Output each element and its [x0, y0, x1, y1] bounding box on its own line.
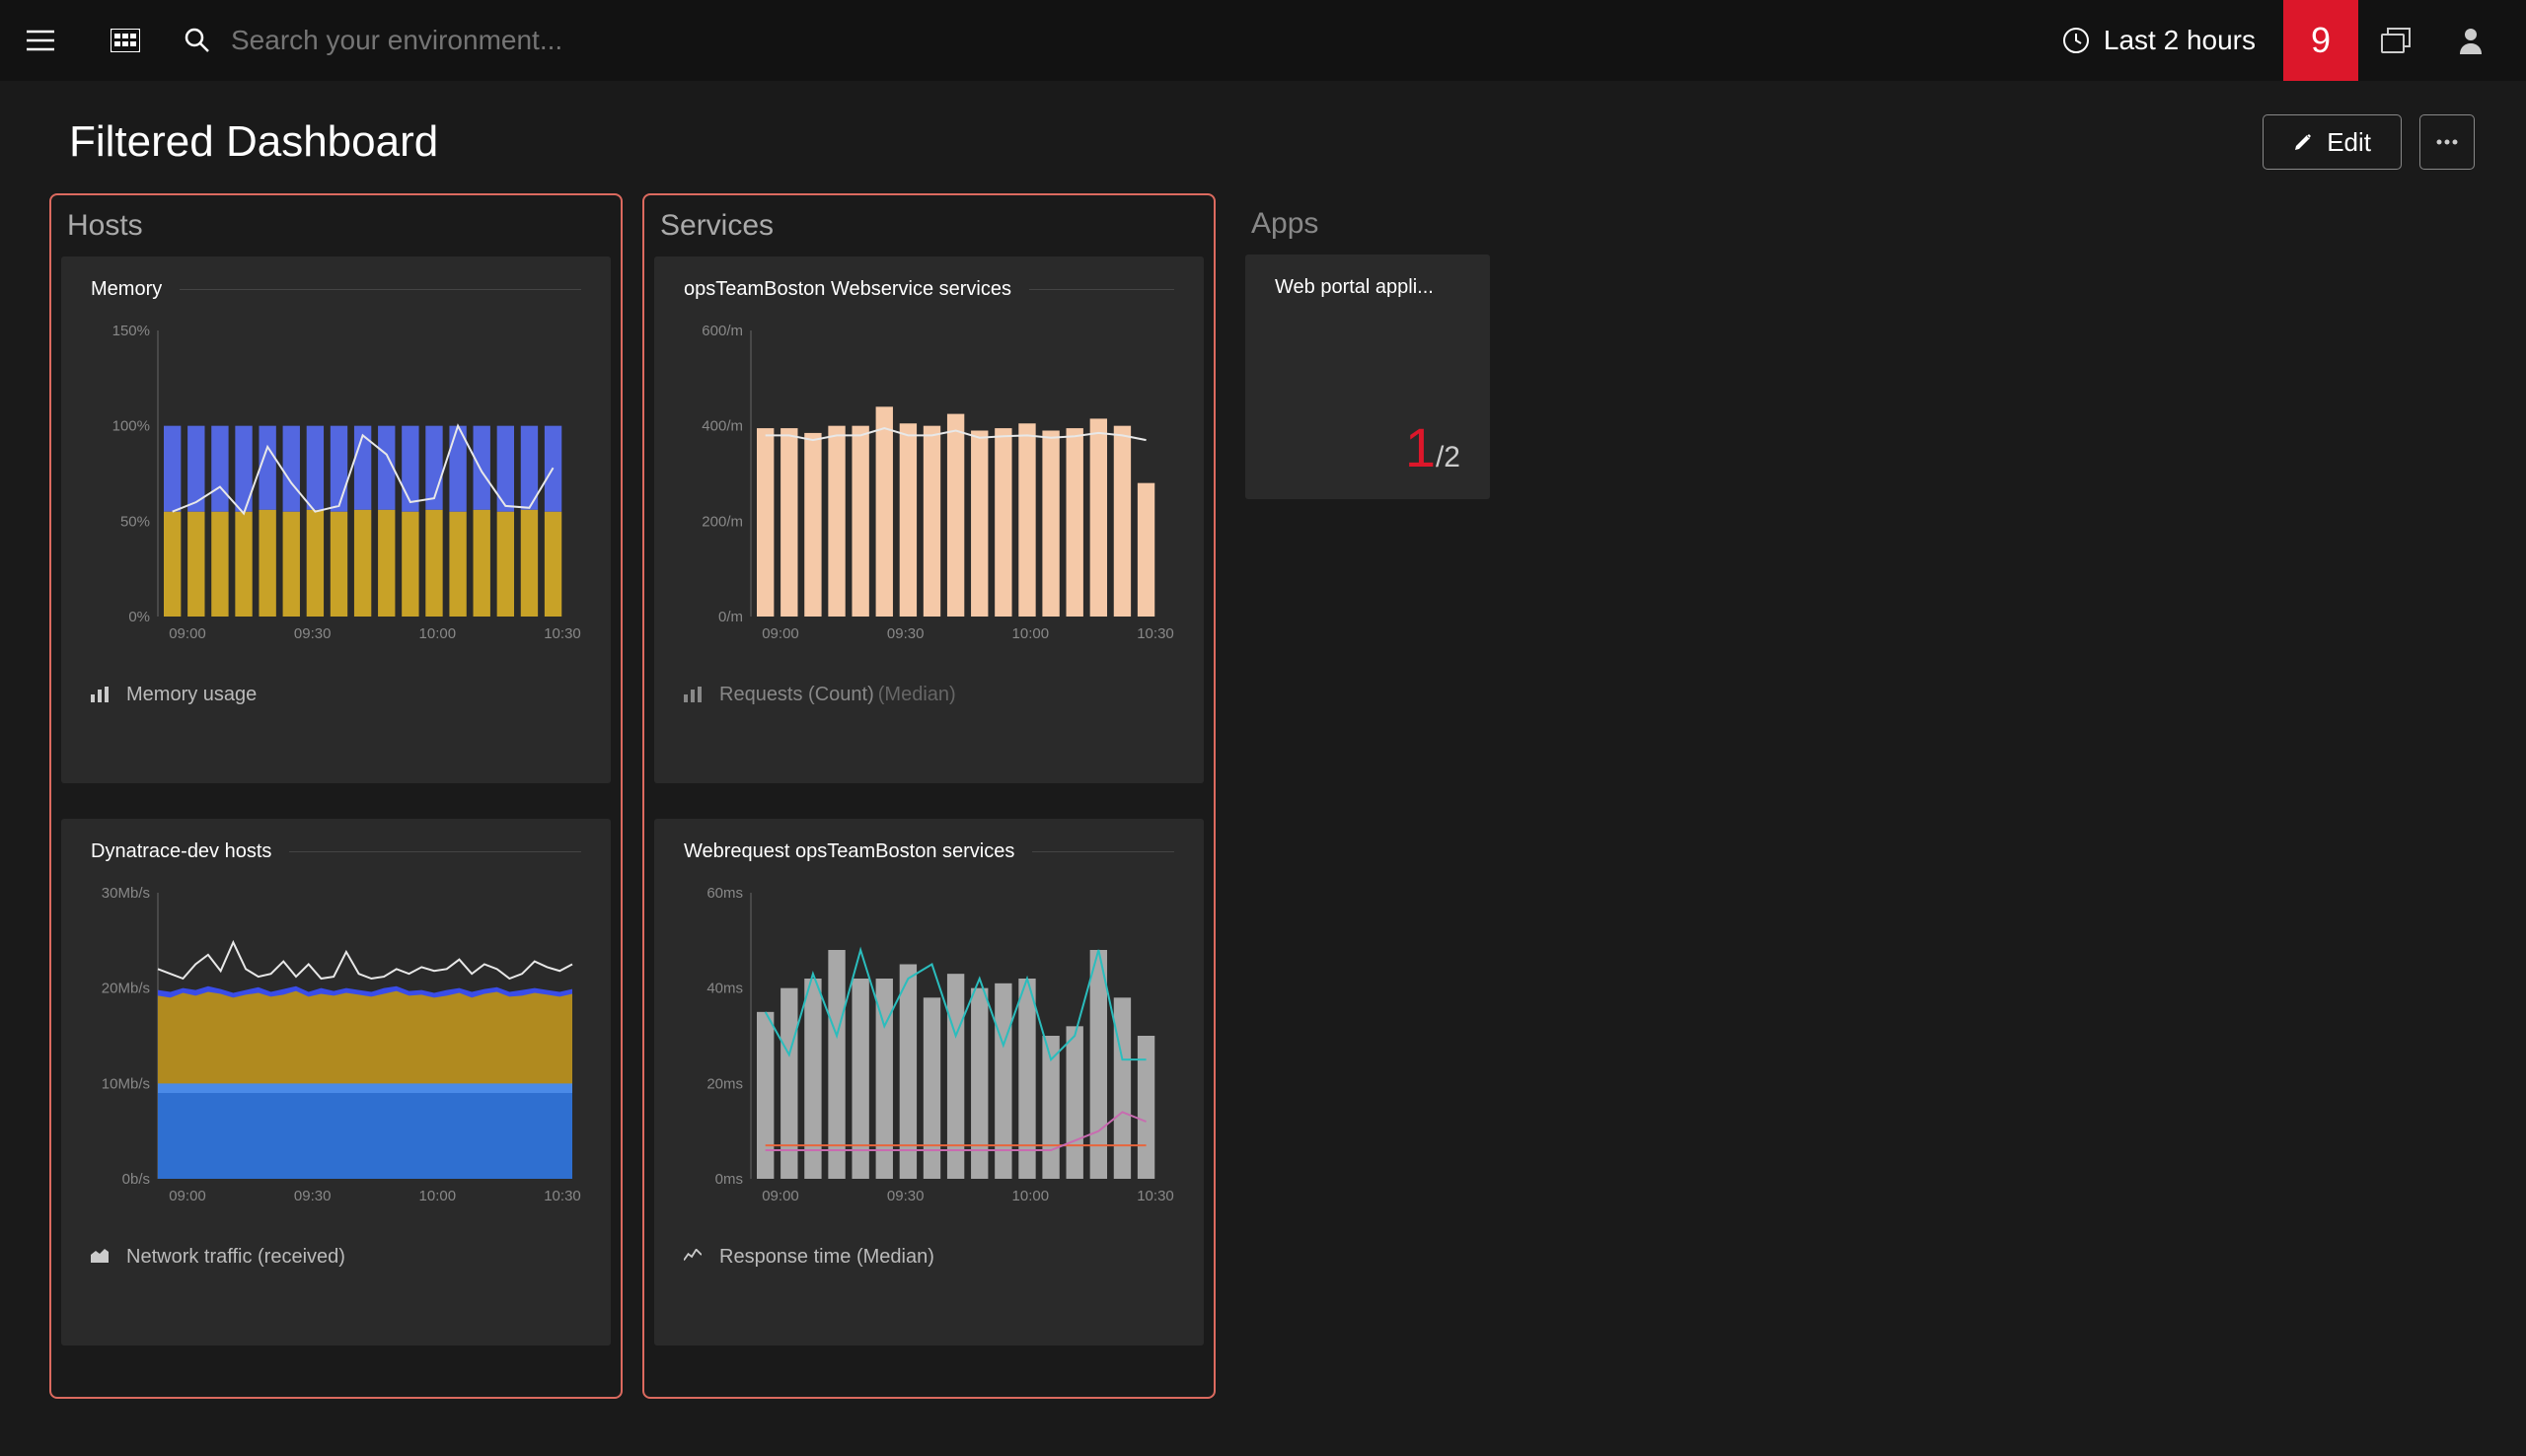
- hamburger-icon: [27, 30, 54, 51]
- problems-badge[interactable]: 9: [2283, 0, 2358, 81]
- dashboard-content: Hosts Memory 150% 100% 50% 0% 09:00 09:30 10:0…: [0, 193, 2526, 1399]
- memory-footer-label: Memory usage: [126, 684, 257, 706]
- webreq-chart: 60ms 40ms 20ms 0ms 09:00 09:30 10:00 10:30: [672, 873, 1185, 1228]
- svg-text:10:00: 10:00: [419, 1188, 457, 1204]
- edit-button[interactable]: Edit: [2263, 114, 2402, 170]
- page-title: Filtered Dashboard: [69, 117, 438, 167]
- svg-text:20Mb/s: 20Mb/s: [102, 981, 150, 997]
- apps-tile-value: 1 /2: [1405, 415, 1460, 479]
- svg-text:50%: 50%: [120, 513, 150, 530]
- windows-icon: [2381, 28, 2411, 53]
- time-range-label: Last 2 hours: [2104, 25, 2256, 56]
- services-section: Services opsTeamBoston Webservice servic…: [642, 193, 1216, 1399]
- search-bar: [184, 25, 2035, 56]
- dots-icon: [2436, 139, 2458, 145]
- opsteam-footer-label: Requests (Count): [719, 684, 874, 706]
- svg-text:600/m: 600/m: [702, 323, 743, 339]
- opsteam-tile-title: opsTeamBoston Webservice services: [684, 278, 1011, 301]
- dynatrace-tile-title: Dynatrace-dev hosts: [91, 840, 271, 863]
- opsteam-chart: 600/m 400/m 200/m 0/m 09:00 09:30 10:00 10:30: [672, 311, 1185, 666]
- dynatrace-tile[interactable]: Dynatrace-dev hosts 30Mb/s 20Mb/s 10Mb/s 0b…: [61, 819, 611, 1346]
- bar-icon: [684, 687, 702, 704]
- svg-text:10:30: 10:30: [544, 1188, 581, 1204]
- page-header: Filtered Dashboard Edit: [0, 81, 2526, 193]
- apps-tile[interactable]: Web portal appli... 1 /2: [1245, 255, 1490, 499]
- svg-text:09:00: 09:00: [169, 1188, 206, 1204]
- apps-tile-title: Web portal appli...: [1275, 276, 1434, 299]
- webreq-footer-label: Response time (Median): [719, 1246, 934, 1269]
- bar-icon: [91, 687, 109, 704]
- svg-text:09:30: 09:30: [887, 1188, 925, 1204]
- svg-text:10:30: 10:30: [1137, 625, 1174, 642]
- svg-text:200/m: 200/m: [702, 513, 743, 530]
- memory-tile-title: Memory: [91, 278, 162, 301]
- svg-text:0b/s: 0b/s: [122, 1171, 150, 1188]
- topbar-right: Last 2 hours 9: [2035, 0, 2508, 81]
- svg-text:30Mb/s: 30Mb/s: [102, 885, 150, 902]
- share-button[interactable]: [2358, 0, 2433, 81]
- user-button[interactable]: [2433, 0, 2508, 81]
- hosts-title: Hosts: [61, 203, 611, 256]
- time-range-button[interactable]: Last 2 hours: [2035, 0, 2283, 81]
- svg-text:150%: 150%: [112, 323, 150, 339]
- hosts-section: Hosts Memory 150% 100% 50% 0% 09:00 09:30 10:0…: [49, 193, 623, 1399]
- more-button[interactable]: [2419, 114, 2475, 170]
- apps-section: Apps Web portal appli... 1 /2: [1235, 193, 1502, 1399]
- webreq-tile-title: Webrequest opsTeamBoston services: [684, 840, 1014, 863]
- svg-text:40ms: 40ms: [706, 981, 743, 997]
- svg-text:0%: 0%: [128, 609, 150, 625]
- search-input[interactable]: [231, 25, 823, 56]
- dashboard-icon: [111, 29, 140, 52]
- pencil-icon: [2293, 132, 2313, 152]
- svg-text:09:30: 09:30: [294, 625, 332, 642]
- dynatrace-footer-label: Network traffic (received): [126, 1246, 345, 1269]
- svg-text:0ms: 0ms: [715, 1171, 743, 1188]
- svg-text:09:00: 09:00: [762, 625, 799, 642]
- svg-text:10:00: 10:00: [419, 625, 457, 642]
- top-bar: Last 2 hours 9: [0, 0, 2526, 81]
- svg-text:10:00: 10:00: [1012, 1188, 1050, 1204]
- svg-text:09:30: 09:30: [294, 1188, 332, 1204]
- clock-icon: [2062, 27, 2090, 54]
- line-icon: [684, 1249, 702, 1267]
- opsteam-footer-sub: (Median): [878, 684, 956, 706]
- svg-text:100%: 100%: [112, 418, 150, 435]
- svg-text:09:00: 09:00: [762, 1188, 799, 1204]
- opsteam-tile[interactable]: opsTeamBoston Webservice services 600/m 4…: [654, 256, 1204, 783]
- services-title: Services: [654, 203, 1204, 256]
- webreq-tile[interactable]: Webrequest opsTeamBoston services 60ms 40…: [654, 819, 1204, 1346]
- svg-text:10:30: 10:30: [1137, 1188, 1174, 1204]
- area-icon: [91, 1249, 109, 1267]
- svg-text:60ms: 60ms: [706, 885, 743, 902]
- svg-text:09:30: 09:30: [887, 625, 925, 642]
- menu-button[interactable]: [18, 18, 63, 63]
- header-actions: Edit: [2263, 114, 2475, 170]
- svg-text:20ms: 20ms: [706, 1075, 743, 1092]
- svg-text:10Mb/s: 10Mb/s: [102, 1075, 150, 1092]
- search-icon: [184, 27, 211, 54]
- memory-tile[interactable]: Memory 150% 100% 50% 0% 09:00 09:30 10:00 10:30…: [61, 256, 611, 783]
- dashboard-button[interactable]: [103, 18, 148, 63]
- user-icon: [2458, 27, 2484, 54]
- apps-title: Apps: [1245, 201, 1492, 255]
- svg-text:09:00: 09:00: [169, 625, 206, 642]
- dynatrace-chart: 30Mb/s 20Mb/s 10Mb/s 0b/s 09:00 09:30 10:00 10:…: [79, 873, 592, 1228]
- svg-text:400/m: 400/m: [702, 418, 743, 435]
- memory-chart: 150% 100% 50% 0% 09:00 09:30 10:00 10:30: [79, 311, 592, 666]
- svg-text:10:00: 10:00: [1012, 625, 1050, 642]
- svg-text:10:30: 10:30: [544, 625, 581, 642]
- svg-text:0/m: 0/m: [718, 609, 743, 625]
